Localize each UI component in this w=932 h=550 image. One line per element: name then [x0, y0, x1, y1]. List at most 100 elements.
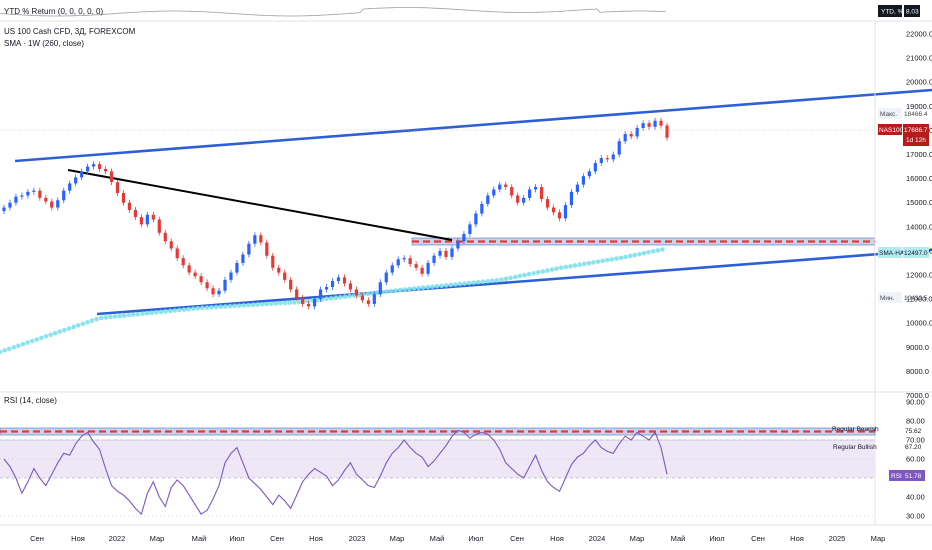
candle-body: [169, 241, 173, 249]
sma-point: [494, 278, 500, 283]
candle-body: [575, 184, 580, 192]
candle-body: [366, 300, 370, 304]
min-tag-bg: [878, 292, 902, 303]
candle-body: [629, 134, 633, 137]
sma-point: [117, 313, 122, 319]
sma-point: [186, 306, 191, 312]
candle-body: [205, 282, 209, 289]
symbol-title: US 100 Cash CFD, 3Д, FOREXCOM: [4, 27, 136, 36]
candle-body: [235, 262, 239, 273]
sma-point: [200, 305, 205, 311]
sma-point: [209, 305, 214, 310]
candle-body: [486, 195, 490, 204]
sma-point: [108, 314, 113, 320]
candle-body: [474, 213, 478, 225]
candle-body: [121, 193, 126, 203]
main-price-panel[interactable]: US 100 Cash CFD, 3Д, FOREXCOM SMA · 1W (…: [0, 27, 932, 355]
candle-body: [80, 171, 84, 178]
sma-point: [549, 267, 555, 272]
candle-body: [599, 158, 603, 163]
price-scale[interactable]: 22000.021000.020000.019000.018000.017000…: [874, 21, 932, 525]
candle-body: [390, 265, 394, 273]
rsi-panel[interactable]: RSI (14, close) Regular Bearish Regular …: [0, 396, 879, 517]
rsi-tags: 75.62 67.20 RSI 51.78: [889, 428, 925, 481]
sma-point: [190, 306, 196, 311]
candle-body: [50, 201, 54, 208]
time-tick-label: Мар: [150, 534, 165, 543]
rsi-band: [0, 440, 875, 478]
sma-point: [52, 330, 58, 336]
sma-point: [466, 280, 472, 286]
candle-body: [647, 123, 651, 127]
candle-body: [420, 267, 424, 274]
candle-body: [384, 272, 388, 283]
candle-body: [283, 272, 287, 280]
candle-body: [56, 200, 60, 208]
sma-point: [591, 260, 596, 265]
candle-body: [241, 254, 245, 263]
sma-point: [604, 257, 610, 263]
sma-point: [236, 303, 242, 308]
candle-body: [318, 289, 323, 300]
sma-point: [43, 334, 49, 339]
sma-point: [94, 316, 99, 322]
sma-point: [278, 300, 283, 306]
sma-point: [140, 311, 145, 317]
sma-point: [531, 270, 536, 276]
price-tick-label: 17000.0: [906, 150, 932, 159]
rsi-tick-label: 40.00: [906, 493, 925, 502]
sma-point: [103, 315, 109, 320]
sma-point: [407, 286, 412, 292]
sma-point: [25, 340, 30, 345]
candle-body: [360, 295, 364, 301]
candle-body: [653, 120, 657, 127]
sma-point: [480, 279, 486, 285]
candle-body: [402, 258, 406, 260]
candle-body: [139, 217, 143, 225]
sma-point: [177, 307, 182, 313]
descending-trend-line[interactable]: [67, 169, 453, 241]
lower-trend-line[interactable]: [96, 248, 932, 316]
rsi-tick-label: 60.00: [906, 455, 925, 464]
time-axis[interactable]: Сен Ноя 2022 Мар Май Июл Сен Ноя 2023 Мар Май Июл Се…: [30, 534, 885, 543]
candle-body: [593, 162, 597, 172]
price-candles: [2, 117, 669, 310]
sma-point: [535, 270, 541, 275]
sma-point: [388, 288, 394, 294]
sma-point: [623, 254, 628, 260]
sma-point: [172, 308, 178, 313]
candle-body: [14, 196, 18, 203]
time-tick-label: 2024: [589, 534, 606, 543]
symbol-tag: NAS100: [879, 127, 904, 134]
max-tag-bg: [878, 108, 902, 119]
candle-body: [545, 199, 550, 208]
bearish-value-tag: 75.62: [905, 428, 922, 435]
candle-body: [414, 264, 418, 268]
time-tick-label: Май: [192, 534, 207, 543]
sma-point: [614, 256, 619, 261]
candle-body: [551, 207, 556, 213]
time-tick-label: Ноя: [309, 534, 323, 543]
time-tick-label: Сен: [30, 534, 44, 543]
sma-point: [586, 260, 592, 266]
sma-point: [476, 279, 481, 285]
sma-point: [411, 286, 417, 291]
candle-body: [86, 166, 90, 172]
sma-point: [517, 273, 523, 279]
sma-line: [0, 247, 665, 355]
candle-body: [468, 224, 472, 235]
sma-point: [572, 263, 578, 268]
sma-point: [292, 300, 297, 305]
upper-trend-line[interactable]: [14, 88, 932, 163]
candle-body: [259, 235, 263, 243]
candle-body: [456, 241, 460, 249]
sma-point: [581, 261, 587, 267]
sma-point: [296, 299, 302, 305]
candle-body: [557, 212, 562, 219]
candle-body: [336, 277, 341, 282]
candle-body: [277, 267, 281, 273]
ytd-badge-value: 8.03: [906, 9, 919, 16]
candle-body: [617, 141, 621, 155]
